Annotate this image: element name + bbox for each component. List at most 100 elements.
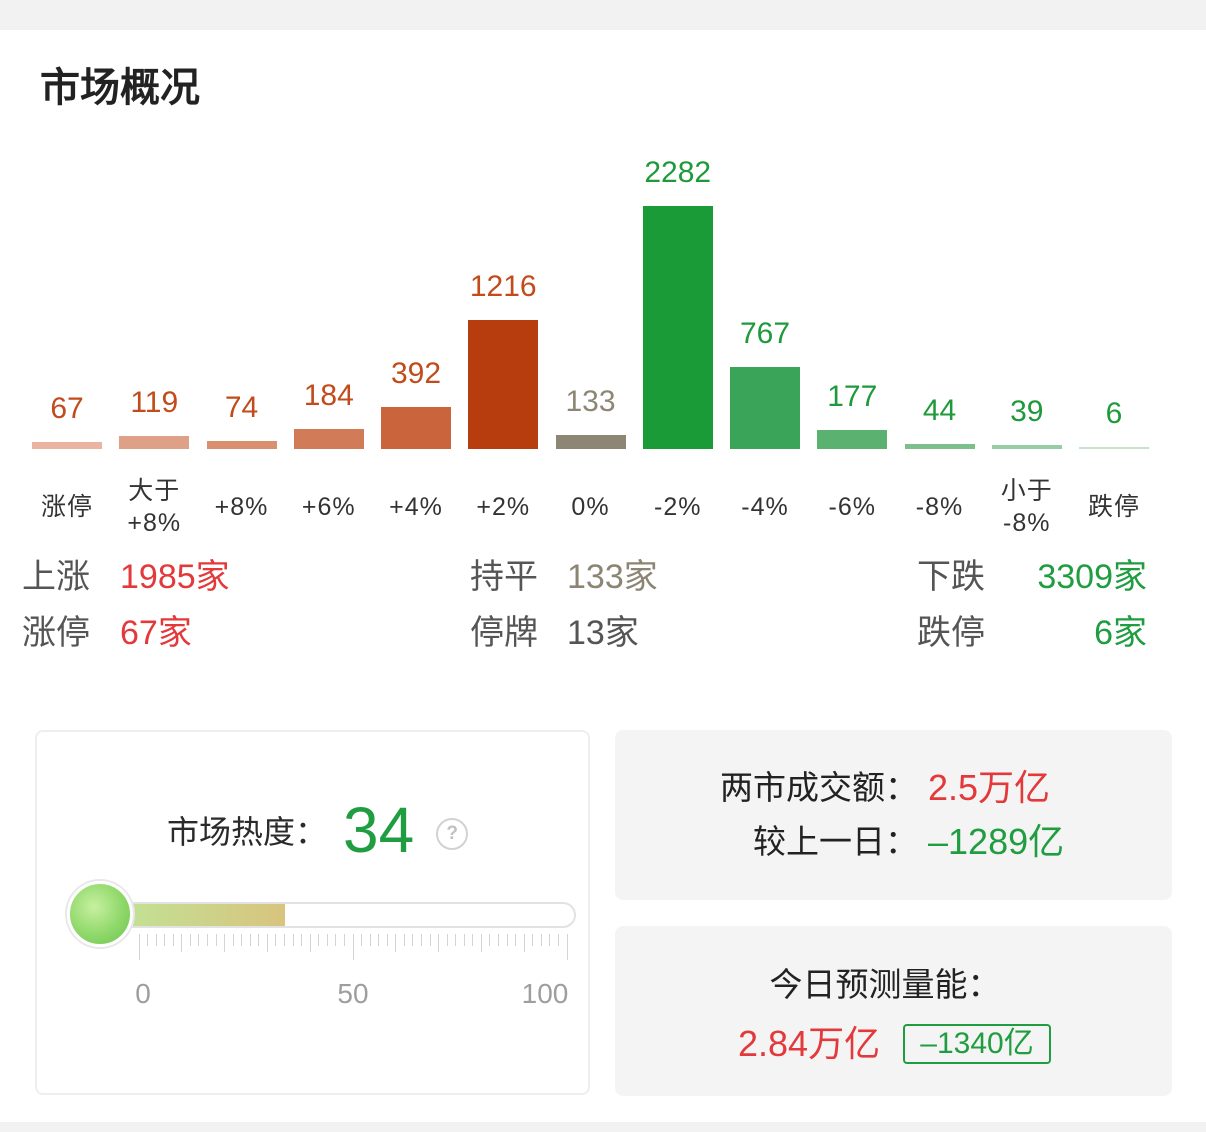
suspended-count: 13家 <box>567 614 639 652</box>
gauge-tick <box>352 934 354 960</box>
gauge-tick <box>540 934 542 946</box>
gauge-tick <box>224 934 226 952</box>
chart-bar <box>206 441 277 449</box>
gauge-tick <box>147 934 149 946</box>
gauge-tick <box>463 934 465 946</box>
bar-value-label: 67 <box>50 391 84 425</box>
gauge-tick <box>455 934 457 946</box>
gauge-tick <box>412 934 414 946</box>
rise-count: 1985家 <box>120 558 230 596</box>
distribution-bar-chart: 67 涨停 119 大于 +8% 74 +8% 184 +6% 392 +4% 1216 +2% 133… <box>0 0 1206 560</box>
turnover-change-value: –1289亿 <box>928 821 1065 862</box>
gauge-tick <box>446 934 448 946</box>
chart-bar <box>730 367 800 449</box>
gauge-tick <box>369 934 371 946</box>
category-label: +8% <box>214 493 269 521</box>
limit-up-label: 涨停 <box>22 614 90 652</box>
bar-value-label: 767 <box>739 317 791 351</box>
limit-down-label: 跌停 <box>917 614 985 652</box>
gauge-tick <box>395 934 397 952</box>
forecast-volume-value: 2.84万亿 <box>738 1023 881 1064</box>
category-label: +4% <box>389 493 443 521</box>
category-label: 涨停 <box>40 493 93 521</box>
turnover-card: 两市成交额： 2.5万亿 较上一日： –1289亿 <box>615 730 1172 900</box>
gauge-tick <box>258 934 260 946</box>
bar-value-label: 74 <box>224 391 259 425</box>
gauge-tick <box>361 934 363 946</box>
flat-count: 133家 <box>567 558 658 596</box>
bar-value-label: 392 <box>390 357 442 391</box>
forecast-volume-card: 今日预测量能： 2.84万亿 –1340亿 <box>615 926 1172 1096</box>
heat-gauge-bulb <box>67 881 133 947</box>
market-heat-header: 市场热度： 34 <box>167 788 469 872</box>
gauge-tick <box>429 934 431 946</box>
scale-label-max: 100 <box>521 978 569 1009</box>
limit-up-count: 67家 <box>120 614 192 652</box>
bar-value-label: 39 <box>1010 394 1044 428</box>
category-label: +2% <box>476 493 531 521</box>
gauge-tick <box>301 934 303 946</box>
gauge-tick <box>480 934 482 952</box>
gauge-tick <box>198 934 200 946</box>
chart-bar <box>119 436 190 449</box>
bar-value-label: 2282 <box>644 156 712 189</box>
heat-gauge-tube <box>102 902 576 928</box>
question-circle-icon[interactable] <box>436 818 469 850</box>
chart-bar <box>555 434 626 449</box>
forecast-volume-change-badge: –1340亿 <box>903 1024 1051 1064</box>
gauge-tick <box>172 934 174 946</box>
category-label: -4% <box>741 493 789 521</box>
chart-bar <box>817 430 888 449</box>
category-label: 小于 -8% <box>1000 477 1053 537</box>
scale-label-mid: 50 <box>337 978 369 1009</box>
gauge-tick <box>378 934 380 946</box>
gauge-tick <box>557 934 559 946</box>
market-heat-label: 市场热度： <box>167 814 328 850</box>
gauge-tick <box>206 934 208 946</box>
gauge-tick <box>403 934 405 946</box>
gauge-tick <box>189 934 191 946</box>
gauge-tick <box>523 934 525 952</box>
gauge-tick <box>566 934 568 960</box>
chart-bar <box>381 407 451 449</box>
category-label: 大于 +8% <box>127 477 182 537</box>
chart-bar <box>32 441 102 449</box>
gauge-tick <box>292 934 294 946</box>
turnover-change-label: 较上一日： <box>753 823 918 860</box>
bar-value-label: 1216 <box>469 269 537 303</box>
category-label: 0% <box>571 493 610 521</box>
bar-value-label: 133 <box>565 384 616 418</box>
chart-bar <box>468 319 539 449</box>
category-label: +6% <box>301 493 356 521</box>
category-label: -6% <box>828 493 876 521</box>
gauge-tick <box>155 934 157 946</box>
market-heat-value: 34 <box>343 794 415 866</box>
chart-bar <box>904 444 975 449</box>
gauge-tick <box>335 934 337 946</box>
gauge-tick <box>266 934 268 952</box>
gauge-tick <box>284 934 286 946</box>
market-heat-card: 市场热度： 34 0 50 100 <box>35 730 590 1095</box>
chart-bar <box>991 444 1062 449</box>
gauge-tick <box>181 934 183 952</box>
category-label: 跌停 <box>1087 493 1140 521</box>
gauge-tick <box>472 934 474 946</box>
gauge-tick <box>506 934 508 946</box>
category-label: -8% <box>915 493 964 521</box>
bar-value-label: 119 <box>130 386 179 420</box>
fall-label: 下跌 <box>917 558 985 596</box>
limit-down-count: 6家 <box>1094 614 1147 652</box>
bar-value-label: 177 <box>827 380 878 414</box>
gauge-tick <box>386 934 388 946</box>
heat-gauge-ticks <box>37 934 592 964</box>
gauge-tick <box>164 934 166 946</box>
gauge-tick <box>275 934 277 946</box>
chart-bar <box>293 429 364 449</box>
flat-label: 持平 <box>470 558 538 596</box>
suspended-label: 停牌 <box>470 614 538 652</box>
turnover-label: 两市成交额： <box>720 769 918 806</box>
rise-label: 上涨 <box>22 558 90 596</box>
fall-count: 3309家 <box>1037 558 1147 596</box>
bar-value-label: 44 <box>922 394 957 428</box>
